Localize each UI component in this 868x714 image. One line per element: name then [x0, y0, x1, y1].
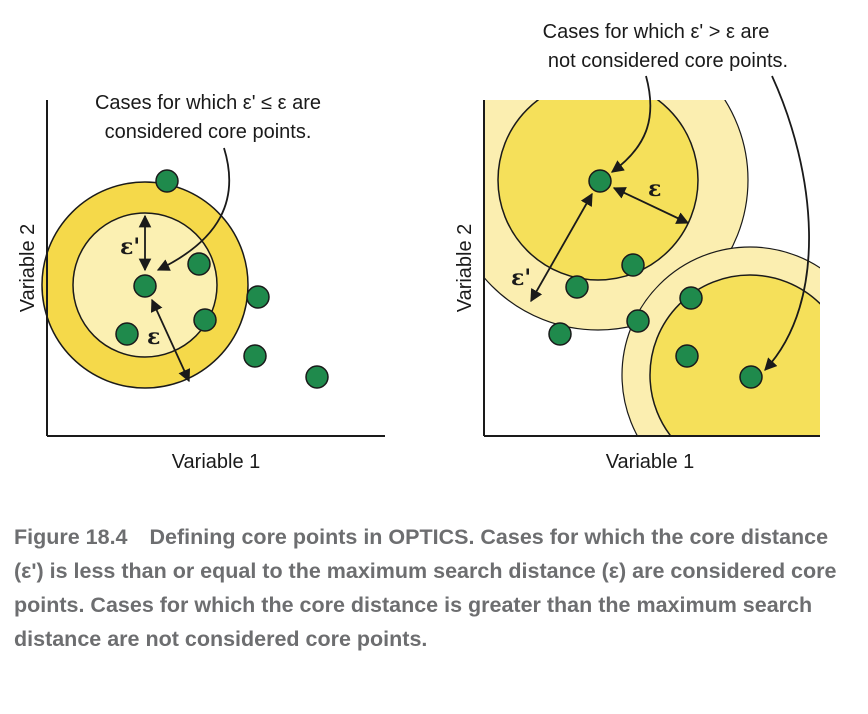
data-point — [679, 286, 703, 310]
data-point-noncore — [588, 169, 612, 193]
figure-caption: Figure 18.4 Defining core points in OPTIC… — [14, 520, 854, 656]
right-panel: Variable 2 Variable 1 Cases for which ε'… — [454, 21, 820, 473]
figure-number: Figure 18.4 — [14, 525, 128, 549]
data-point-core — [133, 274, 157, 298]
left-panel: Variable 2 Variable 1 Cases for which ε'… — [17, 92, 385, 473]
left-epsilon-prime-label: ε' — [120, 234, 140, 260]
data-point — [155, 169, 179, 193]
data-point-core — [739, 365, 763, 389]
right-epsilon-prime-arrow — [530, 192, 593, 303]
right-annotation-line-1: Cases for which ε' > ε are — [543, 21, 770, 43]
right-x-axis-label: Variable 1 — [606, 451, 695, 473]
data-point — [565, 275, 589, 299]
data-point — [626, 309, 650, 333]
left-x-axis-label: Variable 1 — [172, 451, 261, 473]
left-annotation-line-1: Cases for which ε' ≤ ε are — [95, 92, 321, 114]
data-point — [187, 252, 211, 276]
right-annotation-arrow-lower — [764, 75, 810, 371]
data-point — [115, 322, 139, 346]
right-epsilon-arrow — [612, 187, 690, 224]
right-data-points — [548, 169, 763, 389]
data-point — [246, 285, 270, 309]
data-point — [305, 365, 329, 389]
right-annotation-line-2: not considered core points. — [548, 50, 788, 72]
data-point — [675, 344, 699, 368]
data-point — [621, 253, 645, 277]
left-y-axis-label: Variable 2 — [17, 224, 39, 313]
left-epsilon-label: ε — [147, 324, 160, 350]
data-point — [548, 322, 572, 346]
data-point — [243, 344, 267, 368]
optics-diagram: Variable 2 Variable 1 Cases for which ε'… — [17, 21, 820, 473]
left-data-points — [115, 169, 329, 389]
caption-text: Defining core points in OPTICS. Cases fo… — [14, 525, 837, 651]
right-lower-core-disk — [649, 274, 820, 435]
right-epsilon-prime-label: ε' — [511, 265, 531, 291]
left-annotation-line-2: considered core points. — [105, 121, 312, 143]
left-annotation-arrow — [156, 147, 231, 271]
right-annotation-arrow-upper — [610, 75, 652, 173]
left-epsilon-arrow — [150, 298, 191, 383]
right-y-axis-label: Variable 2 — [454, 224, 476, 313]
data-point — [193, 308, 217, 332]
right-epsilon-label: ε — [648, 176, 661, 202]
